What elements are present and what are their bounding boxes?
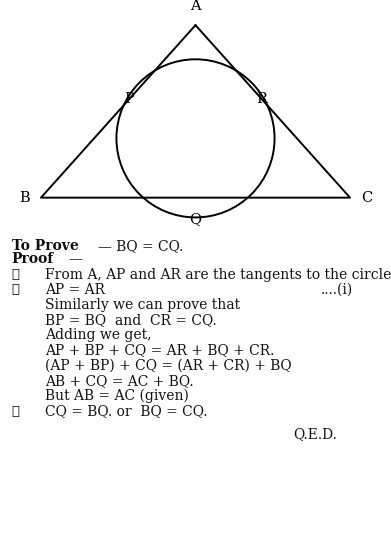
Text: B: B: [20, 191, 30, 205]
Text: —: —: [68, 252, 82, 266]
Text: ∴: ∴: [12, 283, 20, 296]
Text: But AB = AC (given): But AB = AC (given): [45, 389, 189, 403]
Text: ....(i): ....(i): [321, 282, 353, 297]
Text: AB + CQ = AC + BQ.: AB + CQ = AC + BQ.: [45, 374, 194, 388]
Text: ∴: ∴: [12, 268, 20, 281]
Text: Proof: Proof: [12, 252, 54, 266]
Text: Adding we get,: Adding we get,: [45, 328, 151, 342]
Text: Q.E.D.: Q.E.D.: [293, 427, 337, 441]
Text: ∴: ∴: [12, 404, 20, 418]
Text: (AP + BP) + CQ = (AR + CR) + BQ: (AP + BP) + CQ = (AR + CR) + BQ: [45, 359, 292, 373]
Text: AP + BP + CQ = AR + BQ + CR.: AP + BP + CQ = AR + BQ + CR.: [45, 343, 274, 358]
Text: From A, AP and AR are the tangents to the circle.: From A, AP and AR are the tangents to th…: [45, 267, 391, 281]
Text: CQ = BQ. or  BQ = CQ.: CQ = BQ. or BQ = CQ.: [45, 404, 208, 418]
Text: AP = AR: AP = AR: [45, 282, 105, 297]
Text: A: A: [190, 0, 201, 12]
Text: Similarly we can prove that: Similarly we can prove that: [45, 298, 240, 312]
Text: — BQ = CQ.: — BQ = CQ.: [98, 239, 183, 253]
Text: BP = BQ  and  CR = CQ.: BP = BQ and CR = CQ.: [45, 313, 217, 327]
Text: R: R: [256, 92, 267, 106]
Text: To Prove: To Prove: [12, 239, 79, 253]
Text: P: P: [125, 92, 135, 106]
Text: Q: Q: [189, 212, 202, 226]
Text: C: C: [361, 191, 372, 205]
